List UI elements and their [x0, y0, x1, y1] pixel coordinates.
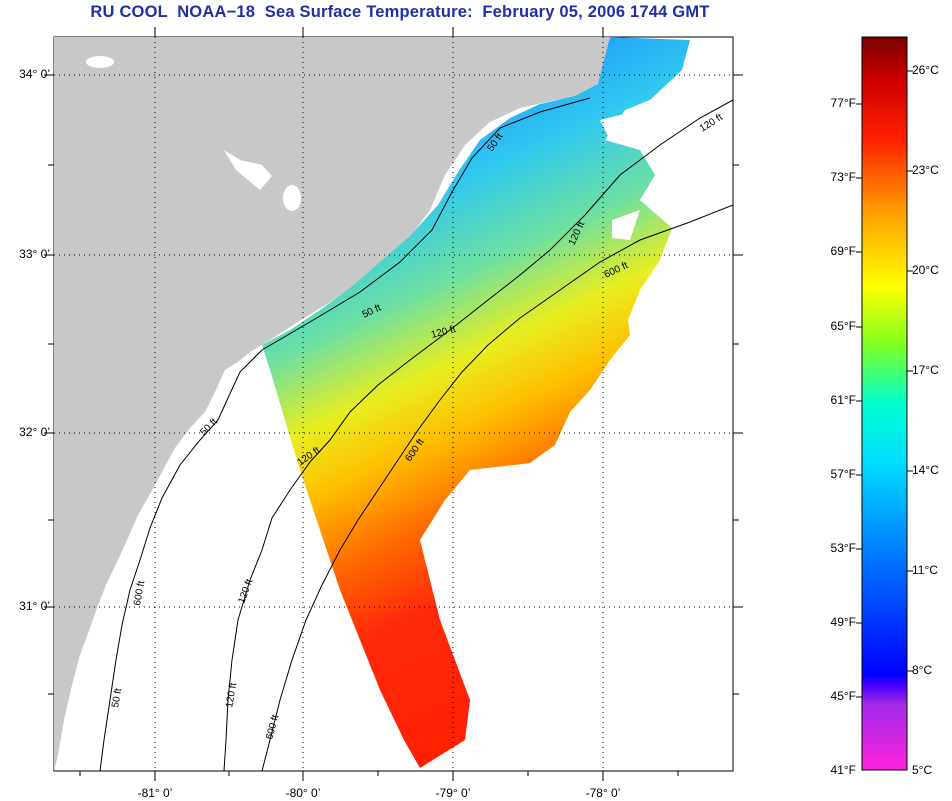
- colorbar-label-f: 61°F: [830, 393, 856, 407]
- lon-label: -80° 0’: [285, 786, 321, 800]
- contour-50ft: [99, 97, 591, 771]
- cloud-gap: [600, 110, 660, 150]
- colorbar-label-f: 45°F: [830, 689, 856, 703]
- sst-swath: [262, 37, 690, 768]
- lon-label: -78° 0’: [585, 786, 621, 800]
- colorbar-label-c: 20°C: [912, 263, 939, 277]
- contour-label: 120 ft: [224, 682, 239, 709]
- colorbar-label-f: 69°F: [830, 244, 856, 258]
- colorbar-label-c: 26°C: [912, 63, 939, 77]
- contour-label: 600 ft: [132, 580, 147, 607]
- lon-label: -81° 0’: [137, 786, 173, 800]
- map-title: RU COOL NOAA−18 Sea Surface Temperature:…: [0, 3, 800, 22]
- colorbar-label-c: 14°C: [912, 463, 939, 477]
- lon-label: -79° 0’: [435, 786, 471, 800]
- lat-label: 34° 0’: [19, 67, 50, 81]
- colorbar-label-c: 11°C: [912, 563, 938, 577]
- colorbar-label-f: 49°F: [830, 615, 856, 629]
- map-ticks: [44, 27, 743, 781]
- contour-600ft: [261, 204, 733, 771]
- lat-label: 31° 0’: [19, 599, 50, 613]
- colorbar-label-c: 23°C: [912, 163, 939, 177]
- colorbar-label-c: 17°C: [912, 363, 939, 377]
- lat-label: 33° 0’: [19, 247, 50, 261]
- contour-label: 50 ft: [110, 687, 124, 708]
- cloud-gap: [612, 210, 640, 240]
- lake: [86, 56, 114, 68]
- colorbar-label-f: 57°F: [830, 467, 856, 481]
- colorbar-label-f: 77°F: [830, 96, 856, 110]
- colorbar-ticks: [856, 70, 913, 698]
- title-satellite: NOAA−18: [177, 3, 256, 21]
- lake: [283, 185, 301, 211]
- title-product: Sea Surface Temperature:: [264, 3, 473, 21]
- colorbar-label-c: 5°C: [912, 763, 933, 777]
- lat-label: 32° 0’: [19, 425, 50, 439]
- colorbar-label-f: 73°F: [830, 170, 856, 184]
- contour-120ft: [223, 99, 733, 771]
- colorbar-label-c: 8°C: [912, 663, 933, 677]
- colorbar: [861, 36, 908, 771]
- land-mass: [54, 37, 610, 771]
- cloud-gap: [455, 590, 560, 650]
- colorbar-label-f: 53°F: [830, 541, 856, 555]
- title-date-time: February 05, 2006 1744 GMT: [482, 3, 710, 21]
- cloud-gap: [445, 462, 575, 560]
- lake: [224, 150, 272, 190]
- colorbar-label-f: 65°F: [830, 319, 856, 333]
- colorbar-label-f: 41°F: [830, 763, 856, 777]
- title-institution: RU COOL: [90, 3, 168, 21]
